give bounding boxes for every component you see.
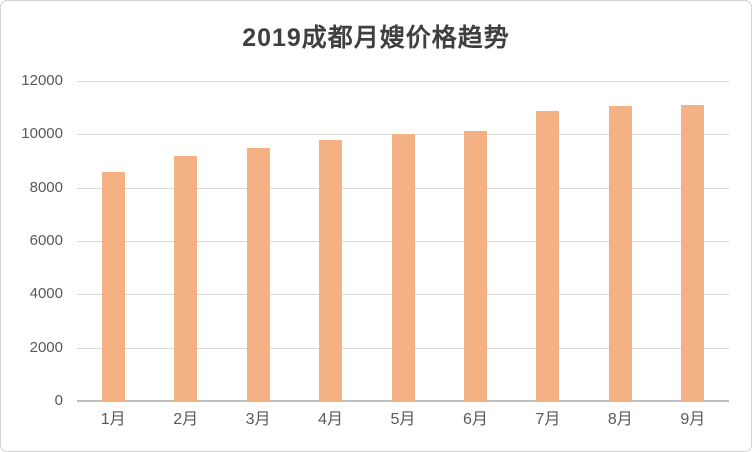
x-axis-tick-label: 7月 <box>535 411 561 428</box>
bar-6月 <box>463 131 487 401</box>
x-axis-tick-label: 4月 <box>318 411 343 428</box>
chart-title: 2019成都月嫂价格趋势 <box>242 24 510 52</box>
x-axis-tick-label: 6月 <box>462 411 488 428</box>
bar-4月 <box>319 140 343 401</box>
y-axis-tick-label: 12000 <box>21 72 63 89</box>
x-axis-line <box>77 400 729 402</box>
x-axis-tick-label: 5月 <box>390 411 416 428</box>
x-axis-tick-label: 9月 <box>680 411 706 428</box>
bar-8月 <box>608 106 632 401</box>
bar-3月 <box>246 148 270 401</box>
bar-1月 <box>101 171 125 401</box>
x-axis-tick-label: 1月 <box>100 411 126 428</box>
y-axis-tick-label: 2000 <box>29 338 63 356</box>
bar-2月 <box>174 156 198 401</box>
x-axis-tick-label: 3月 <box>245 411 271 428</box>
y-axis-tick-label: 6000 <box>29 232 63 249</box>
y-axis-tick-label: 4000 <box>29 285 63 303</box>
gridline-y-12000 <box>77 81 729 82</box>
bar-5月 <box>391 134 415 401</box>
y-axis-tick-label: 8000 <box>29 178 63 196</box>
y-axis-tick-label: 0 <box>54 392 63 409</box>
x-axis-tick-label: 8月 <box>607 411 633 428</box>
x-axis-tick-label: 2月 <box>173 411 199 428</box>
plot-area <box>77 81 729 402</box>
y-axis-tick-label: 10000 <box>21 125 63 143</box>
bar-7月 <box>536 111 560 401</box>
bar-9月 <box>681 105 705 401</box>
